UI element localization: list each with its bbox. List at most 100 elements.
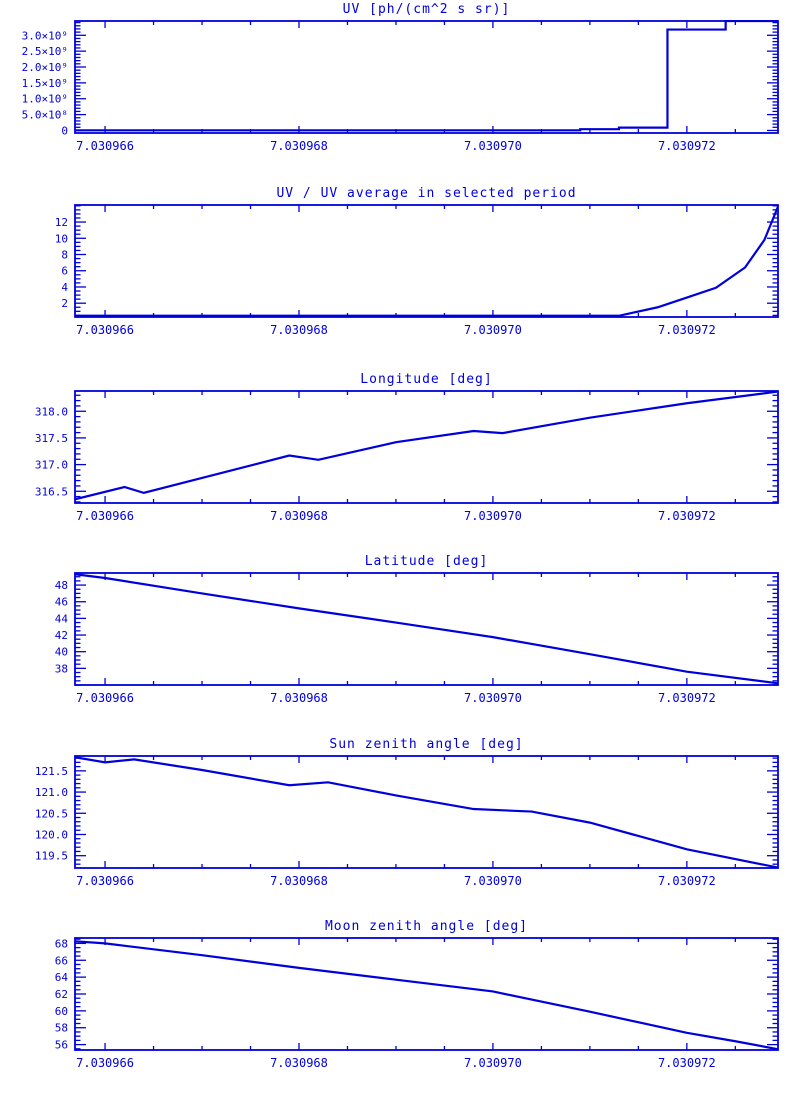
y-tick-label: 121.0 xyxy=(35,786,68,799)
axis-tick-labels: 7.030966 7.030968 7.030970 7.030972 316.5 317… xyxy=(35,405,716,523)
y-tick-label: 40 xyxy=(55,646,68,659)
y-tick-label: 60 xyxy=(55,1005,68,1018)
y-tick-label: 46 xyxy=(55,596,68,609)
x-tick-label: 7.030966 xyxy=(76,1056,134,1070)
y-tick-label: 42 xyxy=(55,629,68,642)
plot-moon-zenith-title: Moon zenith angle [deg] xyxy=(324,919,528,934)
axis-tick-labels: 7.030966 7.030968 7.030970 7.030972 2 4 6 8 10 12 xyxy=(55,216,716,337)
y-tick-label: 68 xyxy=(55,937,68,950)
plot-frame xyxy=(74,755,779,869)
plot-frame xyxy=(74,390,779,504)
x-tick-label: 7.030972 xyxy=(658,323,716,337)
plot-sun-zenith-title: Sun zenith angle [deg] xyxy=(329,737,524,752)
axis-ticks xyxy=(75,938,778,1050)
axis-tick-labels: 7.030966 7.030968 7.030970 7.030972 56 58 60 62… xyxy=(55,937,716,1070)
y-tick-label: 44 xyxy=(55,612,69,625)
longitude-series-line xyxy=(75,390,778,501)
plot-longitude-title: Longitude [deg] xyxy=(360,372,493,387)
plot-latitude-canvas: 7.030966 7.030968 7.030970 7.030972 38 40 42 44… xyxy=(55,572,779,705)
y-tick-label: 56 xyxy=(55,1039,68,1052)
x-tick-label: 7.030968 xyxy=(270,509,328,523)
y-tick-label: 121.5 xyxy=(35,765,68,778)
x-tick-label: 7.030968 xyxy=(270,1056,328,1070)
y-tick-label: 0 xyxy=(61,124,68,137)
y-tick-label: 317.5 xyxy=(35,432,68,445)
y-tick-label: 1.5×10⁹ xyxy=(22,77,68,90)
plot-uv-ratio-title: UV / UV average in selected period xyxy=(276,186,577,201)
x-tick-label: 7.030972 xyxy=(658,1056,716,1070)
x-tick-label: 7.030970 xyxy=(464,139,522,153)
y-tick-label: 120.0 xyxy=(35,828,68,841)
y-tick-label: 6 xyxy=(61,265,68,278)
moon-zenith-series-line xyxy=(75,940,778,1051)
x-tick-label: 7.030970 xyxy=(464,874,522,888)
x-tick-label: 7.030972 xyxy=(658,874,716,888)
latitude-series-line xyxy=(75,573,778,685)
y-tick-label: 8 xyxy=(61,249,68,262)
x-tick-label: 7.030966 xyxy=(76,691,134,705)
y-tick-label: 2 xyxy=(61,297,68,310)
axis-ticks xyxy=(75,573,778,686)
y-tick-label: 2.0×10⁹ xyxy=(22,61,68,74)
x-tick-label: 7.030966 xyxy=(76,323,134,337)
uv-series-line xyxy=(75,20,778,132)
plot-uv: UV [ph/(cm^2 s sr)] 7.030966 7.030968 7.03… xyxy=(0,0,800,166)
plot-sun-zenith-canvas: 7.030966 7.030968 7.030970 7.030972 119.5 120… xyxy=(35,755,779,888)
axis-tick-labels: 7.030966 7.030968 7.030970 7.030972 0 5.0×10⁸… xyxy=(22,29,716,153)
y-tick-label: 2.5×10⁹ xyxy=(22,45,68,58)
plot-longitude: Longitude [deg] 7.030966 7.030968 7.030970… xyxy=(0,370,800,536)
x-tick-label: 7.030966 xyxy=(76,874,134,888)
y-tick-label: 1.0×10⁹ xyxy=(22,93,68,106)
y-tick-label: 120.5 xyxy=(35,807,68,820)
y-tick-label: 38 xyxy=(55,662,68,675)
y-tick-label: 48 xyxy=(55,579,68,592)
x-tick-label: 7.030972 xyxy=(658,509,716,523)
plot-uv-canvas: 7.030966 7.030968 7.030970 7.030972 0 5.0×10⁸… xyxy=(22,20,779,153)
x-tick-label: 7.030970 xyxy=(464,1056,522,1070)
x-tick-label: 7.030972 xyxy=(658,139,716,153)
x-tick-label: 7.030970 xyxy=(464,509,522,523)
plot-frame xyxy=(74,937,779,1051)
y-tick-label: 4 xyxy=(61,281,68,294)
x-tick-label: 7.030968 xyxy=(270,874,328,888)
plot-latitude-title: Latitude [deg] xyxy=(364,554,489,569)
plot-frame xyxy=(74,204,779,318)
x-tick-label: 7.030970 xyxy=(464,691,522,705)
x-tick-label: 7.030968 xyxy=(270,691,328,705)
plot-sun-zenith: Sun zenith angle [deg] 7.030966 7.030968 7… xyxy=(0,735,800,901)
y-tick-label: 66 xyxy=(55,954,68,967)
axis-tick-labels: 7.030966 7.030968 7.030970 7.030972 119.5 120… xyxy=(35,765,716,888)
y-tick-label: 317.0 xyxy=(35,459,68,472)
plot-latitude: Latitude [deg] 7.030966 7.030968 7.030970 7… xyxy=(0,552,800,718)
y-tick-label: 316.5 xyxy=(35,485,68,498)
y-tick-label: 62 xyxy=(55,988,68,1001)
plot-frame xyxy=(74,572,779,686)
x-tick-label: 7.030966 xyxy=(76,139,134,153)
x-tick-label: 7.030968 xyxy=(270,323,328,337)
plot-uv-ratio-canvas: 7.030966 7.030968 7.030970 7.030972 2 4 6 8 10 12 xyxy=(55,204,779,337)
axis-ticks xyxy=(75,21,778,133)
axis-ticks xyxy=(75,205,778,317)
y-tick-label: 64 xyxy=(55,971,69,984)
y-tick-label: 10 xyxy=(55,232,68,245)
plot-moon-zenith: Moon zenith angle [deg] 7.030966 7.030968… xyxy=(0,917,800,1083)
plot-longitude-canvas: 7.030966 7.030968 7.030970 7.030972 316.5 317… xyxy=(35,390,779,523)
plot-uv-ratio: UV / UV average in selected period 7.030… xyxy=(0,184,800,350)
y-tick-label: 5.0×10⁸ xyxy=(22,109,68,122)
y-tick-label: 12 xyxy=(55,216,68,229)
sun-zenith-series-line xyxy=(75,756,778,869)
y-tick-label: 119.5 xyxy=(35,850,68,863)
plot-moon-zenith-canvas: 7.030966 7.030968 7.030970 7.030972 56 58 60 62… xyxy=(55,937,779,1070)
x-tick-label: 7.030968 xyxy=(270,139,328,153)
uv-ratio-series-line xyxy=(75,206,778,317)
y-tick-label: 58 xyxy=(55,1022,68,1035)
y-tick-label: 3.0×10⁹ xyxy=(22,29,68,42)
x-tick-label: 7.030970 xyxy=(464,323,522,337)
x-tick-label: 7.030972 xyxy=(658,691,716,705)
y-tick-label: 318.0 xyxy=(35,405,68,418)
plot-frame xyxy=(74,20,779,134)
axis-tick-labels: 7.030966 7.030968 7.030970 7.030972 38 40 42 44… xyxy=(55,579,716,705)
axis-ticks xyxy=(75,391,778,503)
plot-uv-title: UV [ph/(cm^2 s sr)] xyxy=(342,2,511,17)
x-tick-label: 7.030966 xyxy=(76,509,134,523)
